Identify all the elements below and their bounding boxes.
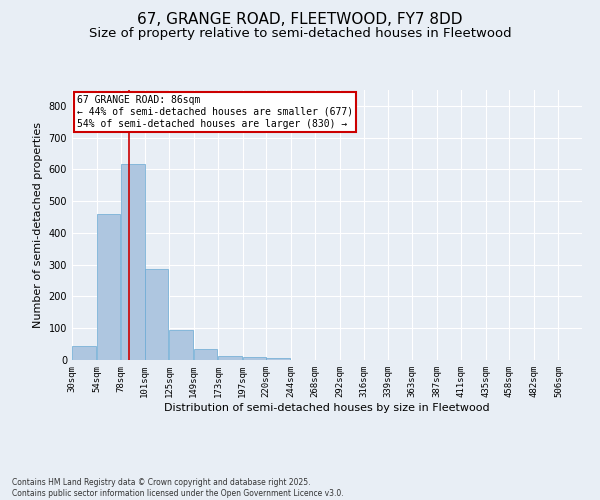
Bar <box>218 356 242 360</box>
Bar <box>121 164 145 360</box>
Bar <box>242 358 266 360</box>
Y-axis label: Number of semi-detached properties: Number of semi-detached properties <box>33 122 43 328</box>
Bar <box>145 268 168 360</box>
Text: Size of property relative to semi-detached houses in Fleetwood: Size of property relative to semi-detach… <box>89 28 511 40</box>
Text: 67, GRANGE ROAD, FLEETWOOD, FY7 8DD: 67, GRANGE ROAD, FLEETWOOD, FY7 8DD <box>137 12 463 28</box>
Bar <box>72 346 95 360</box>
X-axis label: Distribution of semi-detached houses by size in Fleetwood: Distribution of semi-detached houses by … <box>164 402 490 412</box>
Text: Contains HM Land Registry data © Crown copyright and database right 2025.
Contai: Contains HM Land Registry data © Crown c… <box>12 478 344 498</box>
Text: 67 GRANGE ROAD: 86sqm
← 44% of semi-detached houses are smaller (677)
54% of sem: 67 GRANGE ROAD: 86sqm ← 44% of semi-deta… <box>77 96 353 128</box>
Bar <box>266 358 290 360</box>
Bar <box>169 330 193 360</box>
Bar <box>194 349 217 360</box>
Bar <box>97 214 120 360</box>
